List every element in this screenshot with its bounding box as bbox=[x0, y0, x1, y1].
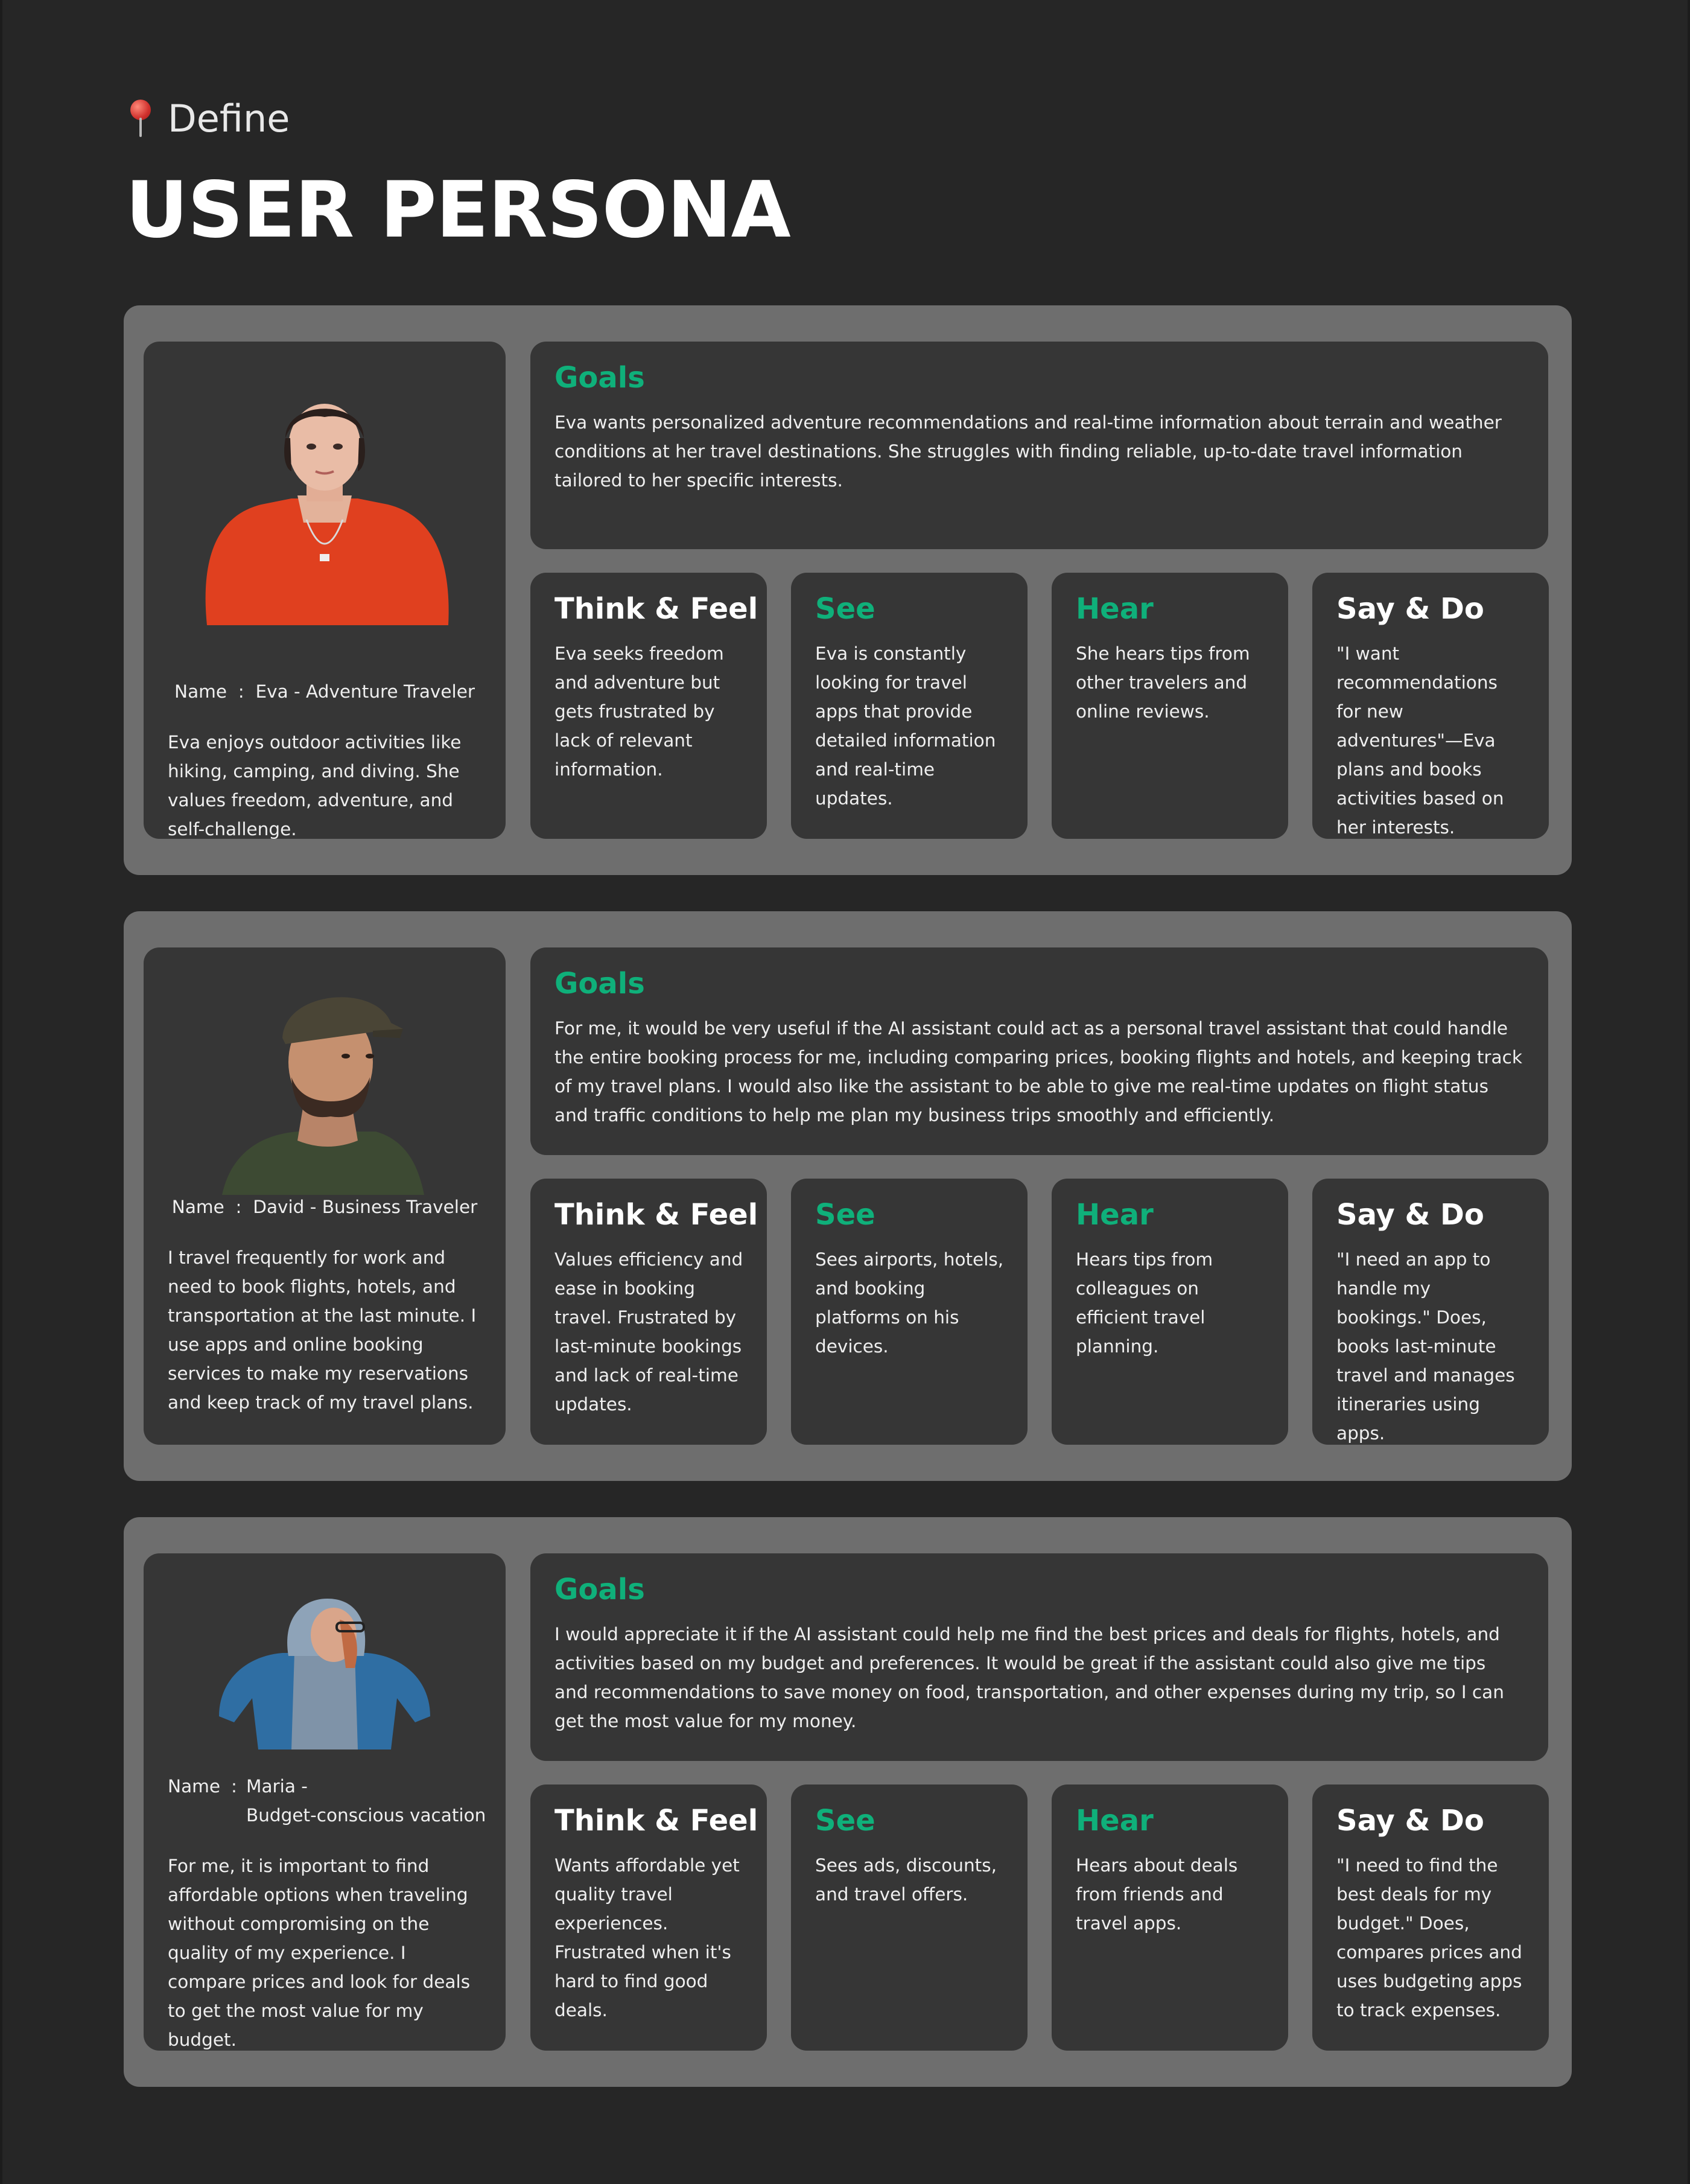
say-do-card: Say & Do "I need to find the best deals … bbox=[1312, 1784, 1549, 2051]
think-feel-heading: Think & Feel bbox=[554, 1804, 758, 1838]
see-heading: See bbox=[815, 1198, 875, 1232]
goals-text: I would appreciate it if the AI assistan… bbox=[554, 1624, 1504, 1731]
say-do-text: "I need an app to handle my bookings." D… bbox=[1336, 1249, 1515, 1444]
see-card: See Eva is constantly looking for travel… bbox=[791, 573, 1028, 839]
persona-photo-maria bbox=[219, 1599, 430, 1749]
persona-panel-eva: Name : Eva - Adventure Traveler Eva enjo… bbox=[124, 305, 1572, 875]
think-feel-text: Eva seeks freedom and adventure but gets… bbox=[554, 643, 724, 780]
persona-panel-david: Name : David - Business Traveler I trave… bbox=[124, 911, 1572, 1481]
persona-bio: I travel frequently for work and need to… bbox=[168, 1247, 477, 1413]
page-title: USER PERSONA bbox=[125, 165, 791, 255]
hear-text: She hears tips from other travelers and … bbox=[1076, 643, 1250, 722]
persona-bio: For me, it is important to find affordab… bbox=[168, 1856, 471, 2050]
think-feel-text: Wants affordable yet quality travel expe… bbox=[554, 1855, 740, 2020]
think-feel-card: Think & Feel Wants affordable yet qualit… bbox=[530, 1784, 767, 2051]
hear-text: Hears tips from colleagues on efficient … bbox=[1076, 1249, 1213, 1357]
profile-card: Name : Maria - Budget-conscious vacation… bbox=[144, 1553, 506, 2051]
hear-card: Hear Hears about deals from friends and … bbox=[1052, 1784, 1288, 2051]
pin-icon bbox=[127, 99, 154, 138]
say-do-text: "I want recommendations for new adventur… bbox=[1336, 643, 1504, 838]
persona-photo-eva bbox=[205, 404, 449, 625]
name-label: Name bbox=[168, 1776, 221, 1797]
goals-card: Goals For me, it would be very useful if… bbox=[530, 947, 1548, 1155]
section-eyebrow: Define bbox=[127, 97, 290, 141]
name-label: Name bbox=[174, 681, 227, 702]
goals-heading: Goals bbox=[554, 1573, 645, 1606]
persona-name: Name : Maria - Budget-conscious vacation bbox=[168, 1772, 494, 1830]
persona-name: Name : David - Business Traveler bbox=[171, 1197, 478, 1217]
think-feel-card: Think & Feel Values efficiency and ease … bbox=[530, 1179, 767, 1445]
goals-text: For me, it would be very useful if the A… bbox=[554, 1018, 1522, 1125]
name-value: Maria - bbox=[246, 1776, 308, 1797]
hear-heading: Hear bbox=[1076, 592, 1154, 626]
goals-card: Goals Eva wants personalized adventure r… bbox=[530, 342, 1548, 549]
persona-bio: Eva enjoys outdoor activities like hikin… bbox=[168, 732, 462, 839]
say-do-card: Say & Do "I want recommendations for new… bbox=[1312, 573, 1549, 839]
see-text: Sees airports, hotels, and booking platf… bbox=[815, 1249, 1004, 1357]
profile-card: Name : Eva - Adventure Traveler Eva enjo… bbox=[144, 342, 506, 839]
eyebrow-label: Define bbox=[168, 97, 290, 141]
see-card: See Sees ads, discounts, and travel offe… bbox=[791, 1784, 1028, 2051]
think-feel-heading: Think & Feel bbox=[554, 592, 758, 626]
hear-card: Hear Hears tips from colleagues on effic… bbox=[1052, 1179, 1288, 1445]
goals-heading: Goals bbox=[554, 361, 645, 395]
goals-text: Eva wants personalized adventure recomme… bbox=[554, 412, 1502, 491]
hear-text: Hears about deals from friends and trave… bbox=[1076, 1855, 1238, 1934]
persona-photo-david bbox=[222, 997, 424, 1195]
say-do-card: Say & Do "I need an app to handle my boo… bbox=[1312, 1179, 1549, 1445]
say-do-text: "I need to find the best deals for my bu… bbox=[1336, 1855, 1522, 2020]
goals-card: Goals I would appreciate it if the AI as… bbox=[530, 1553, 1548, 1761]
say-do-heading: Say & Do bbox=[1336, 1804, 1484, 1838]
see-card: See Sees airports, hotels, and booking p… bbox=[791, 1179, 1028, 1445]
think-feel-card: Think & Feel Eva seeks freedom and adven… bbox=[530, 573, 767, 839]
persona-panel-maria: Name : Maria - Budget-conscious vacation… bbox=[124, 1517, 1572, 2087]
persona-name: Name : Eva - Adventure Traveler bbox=[174, 681, 475, 702]
name-label: Name bbox=[171, 1197, 224, 1217]
think-feel-text: Values efficiency and ease in booking tr… bbox=[554, 1249, 743, 1415]
profile-card: Name : David - Business Traveler I trave… bbox=[144, 947, 506, 1445]
see-heading: See bbox=[815, 1804, 875, 1838]
think-feel-heading: Think & Feel bbox=[554, 1198, 758, 1232]
goals-heading: Goals bbox=[554, 967, 645, 1001]
say-do-heading: Say & Do bbox=[1336, 592, 1484, 626]
see-text: Sees ads, discounts, and travel offers. bbox=[815, 1855, 997, 1905]
see-text: Eva is constantly looking for travel app… bbox=[815, 643, 996, 809]
hear-card: Hear She hears tips from other travelers… bbox=[1052, 573, 1288, 839]
name-value: Eva - Adventure Traveler bbox=[255, 681, 475, 702]
hear-heading: Hear bbox=[1076, 1198, 1154, 1232]
see-heading: See bbox=[815, 592, 875, 626]
hear-heading: Hear bbox=[1076, 1804, 1154, 1838]
say-do-heading: Say & Do bbox=[1336, 1198, 1484, 1232]
name-value-line2: Budget-conscious vacation bbox=[246, 1805, 486, 1826]
name-value: David - Business Traveler bbox=[253, 1197, 478, 1217]
